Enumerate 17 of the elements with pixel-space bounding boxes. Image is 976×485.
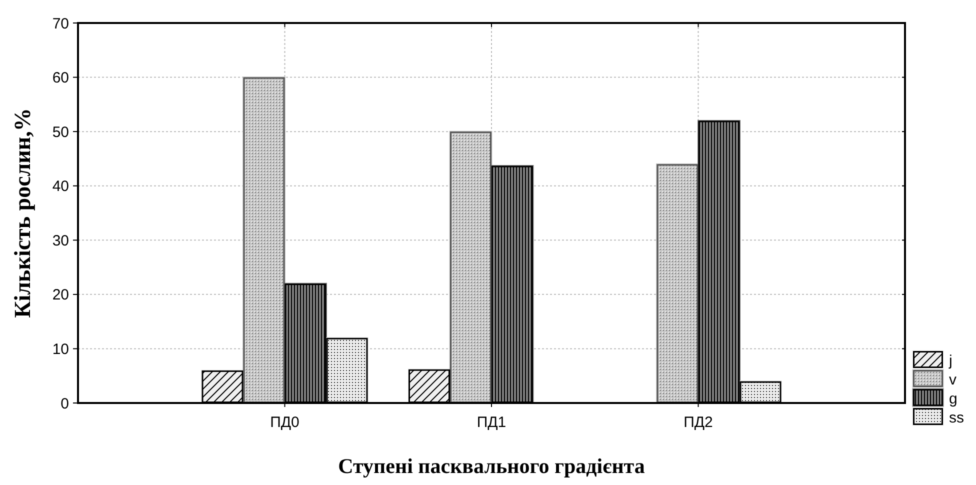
y-tick-label: 70 — [52, 15, 69, 32]
y-tick-label: 10 — [52, 340, 69, 358]
x-tick-label: ПД0 — [270, 414, 300, 431]
y-tick-label: 0 — [60, 395, 69, 412]
y-axis-title: Кількість рослин,% — [10, 108, 35, 318]
x-axis-title: Ступені пасквального градієнта — [338, 454, 646, 478]
y-tick-label: 30 — [52, 232, 69, 250]
y-tick-label: 60 — [52, 70, 69, 87]
x-tick-label: ПД1 — [476, 414, 506, 431]
legend-label: g — [949, 390, 958, 408]
legend-label: v — [949, 371, 957, 388]
y-tick-label: 40 — [52, 178, 69, 196]
legend-label: j — [948, 352, 952, 370]
legend-label: ss — [949, 409, 964, 426]
y-tick-label: 20 — [52, 286, 69, 304]
x-tick-label: ПД2 — [684, 414, 713, 431]
y-tick-label: 50 — [52, 124, 69, 141]
